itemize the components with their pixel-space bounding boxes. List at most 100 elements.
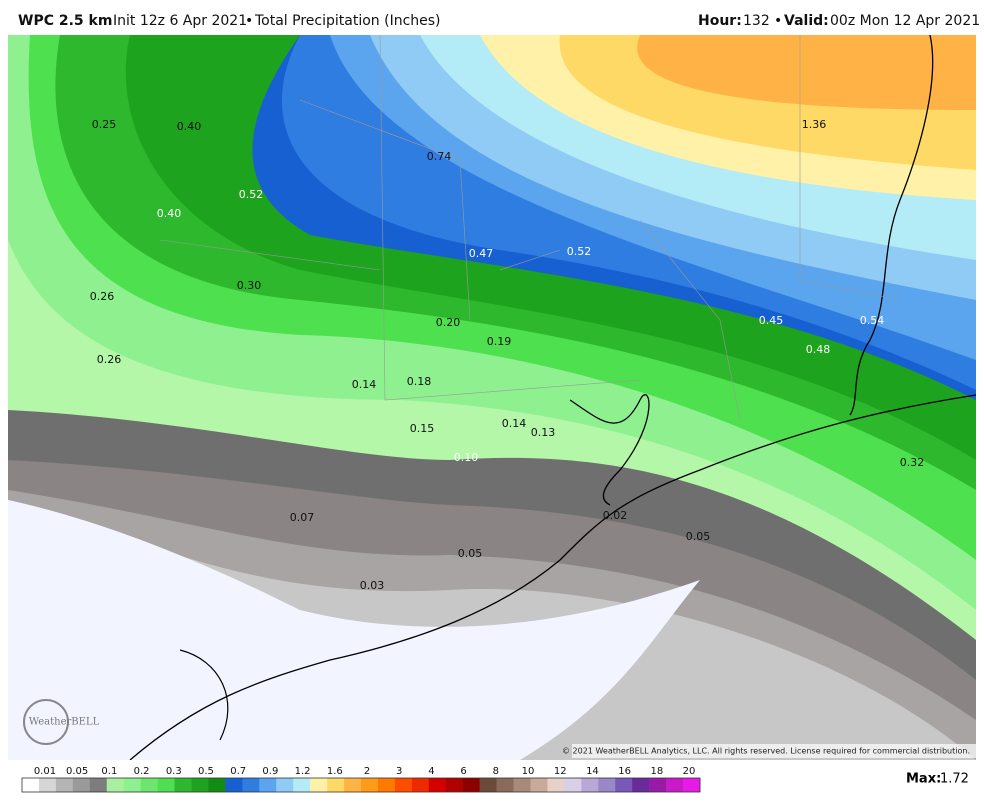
legend-tick: 1.6: [327, 766, 343, 777]
legend-swatch: [123, 778, 141, 792]
legend-swatch: [377, 778, 396, 792]
legend-swatch: [242, 778, 260, 792]
legend-swatch: [598, 778, 616, 792]
map-label: 0.40: [157, 207, 182, 220]
map-label: 0.15: [410, 422, 435, 435]
map-label: 0.54: [860, 314, 885, 327]
river: [849, 35, 934, 416]
legend-tick: 6: [460, 766, 466, 777]
legend-swatch: [445, 778, 463, 792]
map-label: 0.02: [603, 509, 628, 522]
legend-swatch: [462, 778, 480, 792]
map-label: 0.30: [237, 279, 262, 292]
legend-swatch: [361, 778, 379, 792]
legend-swatch: [683, 778, 701, 792]
legend-swatch: [394, 778, 413, 792]
map-label: 0.48: [806, 343, 831, 356]
valid: 00z Mon 12 Apr 2021: [830, 13, 980, 29]
legend-swatch: [208, 778, 226, 792]
legend-swatch: [140, 778, 158, 792]
legend-swatch: [615, 778, 633, 792]
legend-tick: 4: [428, 766, 434, 777]
legend-tick: 0.05: [66, 766, 88, 777]
map-labels: 0.25 0.40 0.74 1.36 0.52 0.40 0.47 0.52 0.26 0.30…: [90, 118, 925, 592]
map-label: 1.36: [802, 118, 827, 131]
legend-swatch: [191, 778, 209, 792]
legend-swatch: [530, 778, 548, 792]
valid-label: Valid:: [784, 13, 829, 29]
map-label: 0.05: [686, 530, 711, 543]
legend-swatch: [89, 778, 108, 792]
map: [8, 35, 976, 760]
legend-swatch: [259, 778, 277, 792]
map-label: 0.14: [502, 417, 527, 430]
legend-swatch: [496, 778, 514, 792]
map-label: 0.52: [567, 245, 592, 258]
legend-swatch: [513, 778, 531, 792]
copyright-bg: [572, 744, 976, 758]
map-label: 0.32: [900, 456, 925, 469]
legend-tick: 14: [586, 766, 599, 777]
max-label: Max:: [906, 772, 941, 787]
legend-swatch: [649, 778, 667, 792]
legend-swatch: [564, 778, 582, 792]
legend: 0.01 0.05 0.1 0.2 0.3 0.5 0.7 0.9 1.2 1.6 2 3 4 6 8 10 1…: [21, 766, 701, 793]
legend-swatch: [428, 778, 447, 792]
legend-tick: 0.01: [34, 766, 56, 777]
map-label: 0.19: [487, 335, 512, 348]
coastline: [569, 394, 650, 506]
legend-tick: 0.5: [198, 766, 214, 777]
map-label: 0.07: [290, 511, 315, 524]
legend-swatch: [72, 778, 91, 792]
legend-swatch: [174, 778, 192, 792]
product: Total Precipitation (Inches): [254, 13, 441, 29]
coastline: [179, 649, 229, 741]
map-label: 0.52: [239, 188, 264, 201]
legend-tick: 2: [364, 766, 370, 777]
legend-tick: 12: [554, 766, 567, 777]
legend-swatch: [632, 778, 650, 792]
legend-swatch: [22, 778, 40, 792]
map-label: 0.13: [531, 426, 556, 439]
legend-tick: 16: [618, 766, 631, 777]
legend-tick: 0.2: [134, 766, 150, 777]
legend-swatch: [293, 778, 311, 792]
model: WPC 2.5 km: [18, 13, 112, 29]
map-label: 0.26: [90, 290, 115, 303]
legend-tick: 0.1: [101, 766, 117, 777]
map-label: 0.74: [427, 150, 452, 163]
coastline: [129, 394, 976, 760]
legend-tick: 18: [650, 766, 663, 777]
legend-tick: 0.9: [262, 766, 278, 777]
legend-tick: 10: [522, 766, 535, 777]
map-label: 0.47: [469, 247, 494, 260]
legend-swatch: [327, 778, 345, 792]
hour-label: Hour:: [698, 13, 742, 29]
map-label: 0.40: [177, 120, 202, 133]
legend-swatch: [276, 778, 294, 792]
county-lines: [159, 35, 901, 421]
legend-swatch: [411, 778, 430, 792]
init: Init 12z 6 Apr 2021: [113, 13, 247, 29]
legend-tick: 8: [493, 766, 499, 777]
legend-swatch: [310, 778, 328, 792]
logo: WeatherBELL: [29, 717, 100, 728]
legend-swatch: [581, 778, 599, 792]
legend-swatch: [55, 778, 74, 792]
max: 1.72: [940, 772, 969, 787]
map-label: 0.10: [454, 451, 479, 464]
sep: •: [774, 13, 782, 29]
band: [8, 500, 700, 760]
legend-swatch: [666, 778, 684, 792]
legend-tick: 0.7: [230, 766, 246, 777]
legend-tick: 3: [396, 766, 402, 777]
logo-mark: [23, 699, 69, 745]
map-label: 0.45: [759, 314, 784, 327]
legend-swatch: [547, 778, 565, 792]
legend-swatch: [225, 778, 243, 792]
map-label: 0.03: [360, 579, 385, 592]
map-label: 0.18: [407, 375, 432, 388]
map-label: 0.26: [97, 353, 122, 366]
